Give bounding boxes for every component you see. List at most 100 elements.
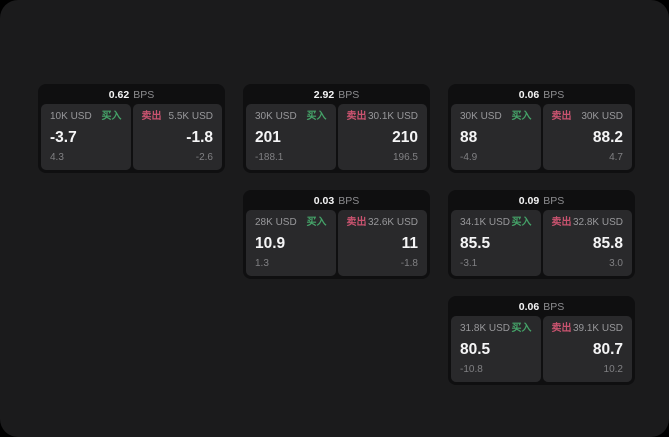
buy-tag: 买入	[306, 111, 327, 122]
bps-header: 0.09 BPS	[451, 193, 632, 210]
sell-size-label: 30.1K USD	[367, 111, 418, 122]
buy-top-row: 31.8K USD 买入	[460, 323, 532, 335]
buy-size-label: 30K USD	[255, 111, 297, 122]
bps-value: 2.92	[313, 89, 335, 101]
buy-size-label: 31.8K USD	[460, 323, 511, 334]
quote-card: 0.06 BPS 31.8K USD 买入 80.5 -10.8 卖出 39.1…	[448, 296, 635, 385]
sell-size-label: 32.8K USD	[572, 217, 623, 228]
sell-tag: 卖出	[551, 111, 572, 122]
quote-grid: 0.62 BPS 10K USD 买入 -3.7 4.3 卖出 5.5K USD…	[38, 84, 635, 385]
sell-tag: 卖出	[551, 217, 572, 228]
buy-top-row: 30K USD 买入	[460, 111, 532, 123]
quote-card-body: 31.8K USD 买入 80.5 -10.8 卖出 39.1K USD 80.…	[451, 316, 632, 382]
buy-quote-tile[interactable]: 34.1K USD 买入 85.5 -3.1	[451, 210, 541, 276]
buy-tag: 买入	[511, 217, 532, 228]
quote-card-body: 34.1K USD 买入 85.5 -3.1 卖出 32.8K USD 85.8…	[451, 210, 632, 276]
buy-quote-tile[interactable]: 30K USD 买入 88 -4.9	[451, 104, 541, 170]
sell-top-row: 卖出 30.1K USD	[347, 111, 419, 123]
buy-size-label: 34.1K USD	[460, 217, 511, 228]
sell-quote-tile[interactable]: 卖出 39.1K USD 80.7 10.2	[542, 316, 632, 382]
sell-top-row: 卖出 5.5K USD	[142, 111, 214, 123]
sell-delta: 4.7	[609, 152, 623, 163]
buy-tag: 买入	[101, 111, 122, 122]
quote-card-body: 30K USD 买入 88 -4.9 卖出 30K USD 88.2 4.7	[451, 104, 632, 170]
sell-quote-tile[interactable]: 卖出 32.6K USD 11 -1.8	[337, 210, 427, 276]
buy-delta: -4.9	[460, 152, 478, 163]
buy-price: 201	[255, 128, 281, 146]
buy-price: 88	[460, 128, 478, 146]
sell-price: 85.8	[592, 234, 623, 252]
sell-price: 210	[392, 128, 418, 146]
sell-top-row: 卖出 39.1K USD	[552, 323, 624, 335]
sell-delta: 196.5	[392, 152, 418, 163]
sell-quote-tile[interactable]: 卖出 30K USD 88.2 4.7	[542, 104, 632, 170]
sell-delta: -1.8	[400, 258, 418, 269]
buy-price: 10.9	[255, 234, 286, 252]
buy-top-row: 34.1K USD 买入	[460, 217, 532, 229]
sell-tag: 卖出	[346, 111, 367, 122]
sell-delta: -2.6	[195, 152, 213, 163]
bps-value: 0.06	[518, 89, 540, 101]
quote-card: 0.62 BPS 10K USD 买入 -3.7 4.3 卖出 5.5K USD…	[38, 84, 225, 173]
sell-tag: 卖出	[141, 111, 162, 122]
sell-delta: 3.0	[609, 258, 623, 269]
sell-size-label: 5.5K USD	[168, 111, 213, 122]
quote-card: 0.09 BPS 34.1K USD 买入 85.5 -3.1 卖出 32.8K…	[448, 190, 635, 279]
buy-delta: -188.1	[255, 152, 284, 163]
bps-unit-label: BPS	[133, 89, 155, 101]
buy-size-label: 10K USD	[50, 111, 92, 122]
bps-value: 0.09	[518, 195, 540, 207]
sell-size-label: 32.6K USD	[367, 217, 418, 228]
buy-quote-tile[interactable]: 28K USD 买入 10.9 1.3	[246, 210, 336, 276]
buy-top-row: 30K USD 买入	[255, 111, 327, 123]
bps-value: 0.06	[518, 301, 540, 313]
buy-top-row: 10K USD 买入	[50, 111, 122, 123]
buy-delta: 4.3	[50, 152, 64, 163]
bps-header: 0.06 BPS	[451, 87, 632, 104]
buy-price: -3.7	[50, 128, 77, 146]
sell-tag: 卖出	[346, 217, 367, 228]
sell-delta: 10.2	[603, 364, 623, 375]
sell-price: 88.2	[592, 128, 623, 146]
bps-unit-label: BPS	[543, 195, 565, 207]
sell-price: -1.8	[186, 128, 213, 146]
buy-tag: 买入	[511, 111, 532, 122]
sell-price: 11	[401, 234, 418, 252]
sell-top-row: 卖出 30K USD	[552, 111, 624, 123]
buy-quote-tile[interactable]: 31.8K USD 买入 80.5 -10.8	[451, 316, 541, 382]
bps-value: 0.03	[313, 195, 335, 207]
buy-quote-tile[interactable]: 30K USD 买入 201 -188.1	[246, 104, 336, 170]
sell-size-label: 39.1K USD	[572, 323, 623, 334]
sell-size-label: 30K USD	[581, 111, 623, 122]
quote-card: 0.03 BPS 28K USD 买入 10.9 1.3 卖出 32.6K US…	[243, 190, 430, 279]
buy-size-label: 28K USD	[255, 217, 297, 228]
buy-quote-tile[interactable]: 10K USD 买入 -3.7 4.3	[41, 104, 131, 170]
sell-quote-tile[interactable]: 卖出 32.8K USD 85.8 3.0	[542, 210, 632, 276]
sell-quote-tile[interactable]: 卖出 5.5K USD -1.8 -2.6	[132, 104, 222, 170]
bps-header: 0.03 BPS	[246, 193, 427, 210]
buy-price: 80.5	[460, 340, 491, 358]
buy-delta: -3.1	[460, 258, 478, 269]
buy-delta: 1.3	[255, 258, 269, 269]
sell-price: 80.7	[592, 340, 623, 358]
bps-unit-label: BPS	[543, 89, 565, 101]
bps-unit-label: BPS	[338, 89, 360, 101]
quote-card-body: 30K USD 买入 201 -188.1 卖出 30.1K USD 210 1…	[246, 104, 427, 170]
buy-top-row: 28K USD 买入	[255, 217, 327, 229]
quote-card: 2.92 BPS 30K USD 买入 201 -188.1 卖出 30.1K …	[243, 84, 430, 173]
sell-quote-tile[interactable]: 卖出 30.1K USD 210 196.5	[337, 104, 427, 170]
buy-delta: -10.8	[460, 364, 483, 375]
quote-card-body: 28K USD 买入 10.9 1.3 卖出 32.6K USD 11 -1.8	[246, 210, 427, 276]
bps-header: 2.92 BPS	[246, 87, 427, 104]
buy-price: 85.5	[460, 234, 491, 252]
buy-tag: 买入	[511, 323, 532, 334]
quote-card: 0.06 BPS 30K USD 买入 88 -4.9 卖出 30K USD 8…	[448, 84, 635, 173]
buy-size-label: 30K USD	[460, 111, 502, 122]
bps-unit-label: BPS	[543, 301, 565, 313]
sell-tag: 卖出	[551, 323, 572, 334]
bps-value: 0.62	[108, 89, 130, 101]
sell-top-row: 卖出 32.6K USD	[347, 217, 419, 229]
sell-top-row: 卖出 32.8K USD	[552, 217, 624, 229]
